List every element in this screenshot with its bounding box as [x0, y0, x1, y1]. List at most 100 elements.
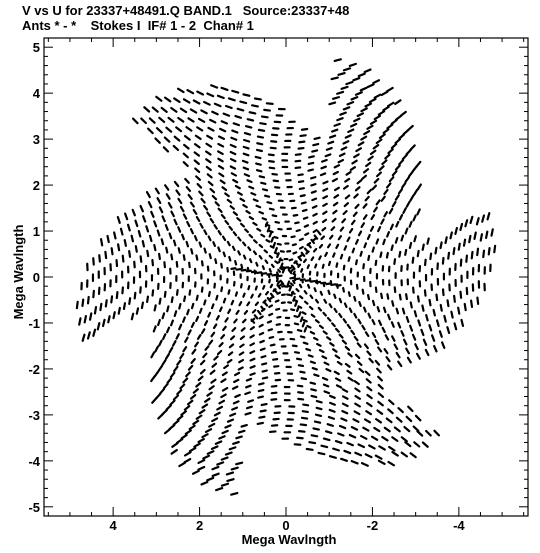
uv-spoke-point: [290, 290, 294, 297]
uv-point: [363, 343, 369, 350]
uv-point: [208, 339, 214, 346]
uv-point: [229, 335, 236, 341]
uv-point: [178, 323, 183, 331]
uv-point: [206, 134, 214, 140]
uv-point: [404, 227, 409, 235]
uv-point: [394, 164, 401, 171]
uv-point: [238, 358, 245, 364]
uv-point: [164, 224, 169, 231]
uv-point: [371, 331, 377, 339]
uv-point: [189, 108, 198, 114]
uv-point: [255, 162, 262, 166]
uv-point: [194, 341, 199, 348]
uv-point: [278, 283, 283, 287]
uv-point: [330, 76, 339, 81]
uv-point: [193, 151, 201, 157]
uv-point: [432, 308, 436, 317]
uv-point: [416, 295, 420, 303]
uv-point: [166, 326, 171, 334]
uv-point: [104, 250, 108, 260]
uv-point: [157, 318, 161, 327]
uv-point: [201, 403, 209, 409]
uv-point: [367, 312, 372, 319]
uv-point: [177, 116, 185, 123]
uv-point: [315, 399, 323, 404]
uv-point: [298, 187, 305, 191]
uv-point: [81, 298, 85, 308]
uv-point: [259, 409, 267, 413]
uv-point: [346, 369, 353, 375]
uv-point: [342, 140, 350, 145]
uv-point: [311, 149, 319, 153]
uv-point: [259, 339, 265, 344]
uv-point: [220, 86, 229, 92]
uv-point: [234, 114, 242, 119]
uv-point: [235, 435, 243, 440]
uv-point: [184, 429, 192, 435]
uv-point: [327, 415, 336, 420]
uv-point: [154, 370, 160, 377]
uv-point: [360, 107, 368, 113]
uv-point: [173, 218, 178, 226]
uv-point: [493, 244, 497, 254]
uv-point: [223, 364, 230, 370]
uv-point: [186, 220, 191, 228]
uv-point: [211, 465, 220, 471]
uv-point: [322, 180, 329, 185]
uv-point: [183, 134, 191, 141]
uv-point: [298, 430, 306, 433]
uv-point: [460, 318, 465, 327]
uv-point: [302, 318, 308, 323]
x-tick-label: -4: [453, 518, 465, 533]
uv-point: [249, 365, 256, 369]
uv-point: [101, 318, 106, 328]
uv-spoke-point: [268, 231, 273, 238]
uv-point: [380, 195, 386, 202]
uv-point: [341, 402, 349, 408]
uv-point: [402, 338, 408, 346]
uv-point: [220, 393, 227, 399]
uv-point: [360, 135, 368, 141]
uv-point: [268, 166, 276, 170]
uv-point: [397, 407, 404, 414]
y-tick-label: 2: [33, 178, 40, 193]
uv-point: [229, 205, 235, 210]
uv-point: [357, 443, 366, 449]
uv-point: [93, 305, 98, 315]
uv-point: [440, 341, 446, 349]
uv-point: [308, 155, 315, 159]
y-tick-label: -5: [28, 500, 40, 515]
uv-point: [385, 251, 389, 259]
uv-point: [226, 358, 233, 364]
uv-point: [403, 425, 411, 433]
uv-point: [175, 333, 180, 340]
uv-point: [358, 367, 365, 374]
uv-point: [363, 306, 367, 313]
uv-point: [237, 250, 241, 256]
uv-spoke-point: [314, 280, 322, 284]
uv-point: [205, 142, 213, 148]
uv-point: [128, 297, 132, 305]
uv-point: [449, 231, 453, 240]
uv-point: [139, 255, 143, 263]
uv-point: [334, 439, 343, 445]
uv-point: [255, 169, 263, 173]
uv-point: [195, 254, 199, 261]
uv-spoke-point: [279, 279, 285, 286]
uv-spoke-point: [294, 260, 299, 266]
uv-point: [190, 302, 195, 310]
uv-point: [234, 291, 239, 297]
uv-point: [322, 202, 328, 207]
uv-point: [400, 330, 405, 337]
uv-point: [153, 220, 158, 228]
uv-point: [258, 382, 265, 386]
uv-point: [386, 364, 393, 371]
uv-point: [242, 292, 246, 298]
uv-point: [309, 294, 314, 300]
uv-point: [322, 330, 328, 335]
uv-point: [321, 226, 327, 232]
uv-point: [182, 161, 189, 168]
uv-point: [337, 432, 345, 437]
uv-point: [413, 441, 421, 448]
uv-point: [160, 106, 168, 113]
